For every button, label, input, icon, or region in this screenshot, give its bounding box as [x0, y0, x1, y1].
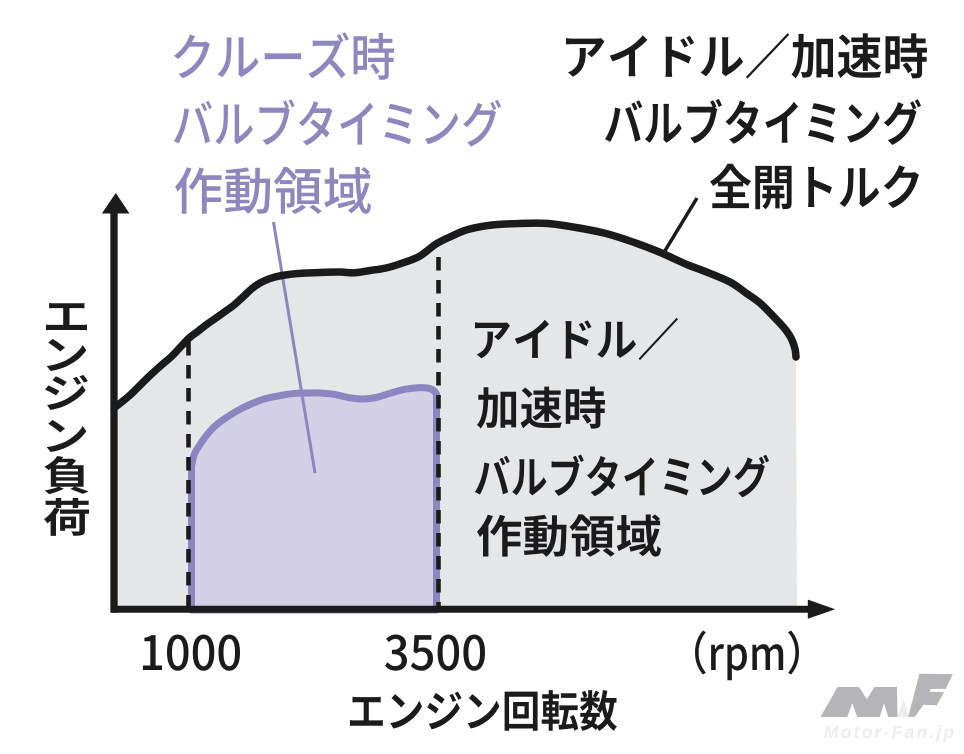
- svg-text:Motor-Fan.jp: Motor-Fan.jp: [824, 722, 956, 742]
